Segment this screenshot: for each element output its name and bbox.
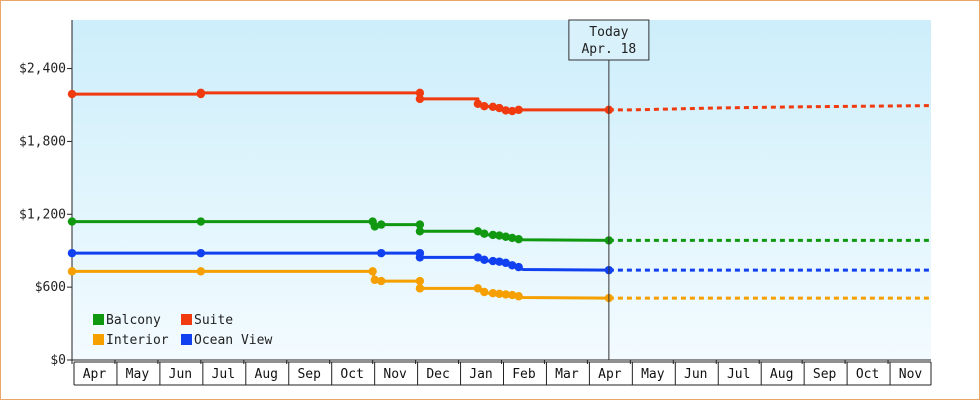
data-point [501, 106, 510, 115]
data-point [368, 267, 377, 276]
data-point [415, 220, 425, 229]
y-tick-label: $600 [35, 280, 66, 295]
data-point [473, 227, 483, 236]
legend-swatch-ocean-view [181, 334, 192, 345]
data-point [495, 257, 504, 266]
x-tick-label: Aug [770, 367, 793, 382]
data-point [67, 217, 77, 226]
data-point [480, 287, 489, 297]
data-point [196, 217, 206, 226]
x-tick-label: Apr [83, 367, 107, 382]
data-point [415, 88, 425, 98]
data-point [501, 290, 510, 299]
x-tick-label: May [126, 367, 150, 382]
data-point [480, 102, 489, 111]
x-tick-label: Apr [598, 367, 622, 382]
legend-label-suite: Suite [194, 313, 233, 328]
legend-label-ocean-view: Ocean View [194, 333, 272, 348]
x-tick-label: Oct [856, 367, 879, 382]
data-point [377, 248, 386, 258]
data-point [480, 229, 489, 238]
legend-swatch-interior [93, 334, 104, 345]
data-point [67, 248, 77, 258]
x-tick-label: Oct [340, 367, 363, 382]
x-tick-label: Jun [684, 367, 707, 382]
legend: Balcony Suite Interior Ocean View [93, 313, 272, 348]
data-point [415, 248, 425, 258]
data-point [473, 284, 483, 293]
y-tick-label: $1,800 [19, 134, 66, 149]
series-layer [67, 88, 932, 303]
data-point [501, 258, 510, 268]
x-tick-label: Dec [426, 367, 449, 382]
data-point [480, 255, 489, 265]
data-point [415, 227, 425, 236]
x-tick-label: May [641, 367, 665, 382]
x-tick-label: Sep [297, 367, 321, 382]
y-tick-label: $2,400 [19, 62, 66, 77]
data-point [508, 290, 517, 300]
x-tick-label: Aug [255, 367, 278, 382]
data-point [495, 231, 504, 240]
x-tick-label: Jan [469, 367, 492, 382]
data-point [514, 292, 523, 301]
x-tick-label: Jul [212, 367, 235, 382]
data-point [508, 106, 517, 116]
data-point [508, 261, 517, 270]
x-tick-label: Nov [383, 367, 407, 382]
plot-area [72, 20, 931, 360]
x-tick-label: Jul [727, 367, 750, 382]
data-point [377, 276, 386, 286]
data-point [67, 89, 77, 99]
data-point [370, 222, 379, 231]
data-point [196, 89, 206, 99]
data-point [196, 267, 206, 276]
x-tick-label: Sep [813, 367, 837, 382]
data-point [488, 230, 498, 240]
y-tick-label: $0 [50, 353, 66, 368]
data-point [488, 289, 498, 298]
legend-label-interior: Interior [106, 333, 169, 348]
data-point [473, 253, 483, 262]
x-tick-label: Jun [169, 367, 192, 382]
data-point [514, 105, 523, 115]
data-point [370, 275, 379, 285]
y-tick-label: $1,200 [19, 207, 66, 222]
today-marker: Today Apr. 18 [568, 19, 650, 360]
x-tick-label: Feb [512, 367, 536, 382]
data-point [415, 94, 425, 104]
legend-swatch-suite [181, 314, 192, 325]
data-point [495, 103, 504, 113]
x-tick-label: Nov [899, 367, 923, 382]
y-axis: $0 $600 $1,200 $1,800 $2,400 [19, 20, 73, 368]
data-point [495, 289, 504, 299]
data-point [488, 256, 498, 266]
data-point [514, 262, 523, 272]
data-point [377, 220, 386, 229]
data-point [488, 102, 498, 112]
x-axis: Apr May Jun Jul Aug Sep Oct Nov Dec Jan Feb Mar Apr M… [71, 359, 932, 386]
legend-swatch-balcony [93, 314, 104, 325]
data-point [415, 284, 425, 293]
data-point [196, 248, 206, 258]
data-point [508, 233, 517, 243]
data-point [473, 99, 483, 108]
data-point [501, 232, 510, 241]
data-point [67, 267, 77, 276]
data-point [415, 276, 425, 286]
legend-label-balcony: Balcony [106, 313, 161, 328]
data-point [514, 234, 523, 244]
today-callout [568, 19, 650, 61]
today-date: Apr. 18 [581, 42, 636, 57]
today-label: Today [589, 25, 628, 40]
x-tick-label: Mar [555, 367, 579, 382]
